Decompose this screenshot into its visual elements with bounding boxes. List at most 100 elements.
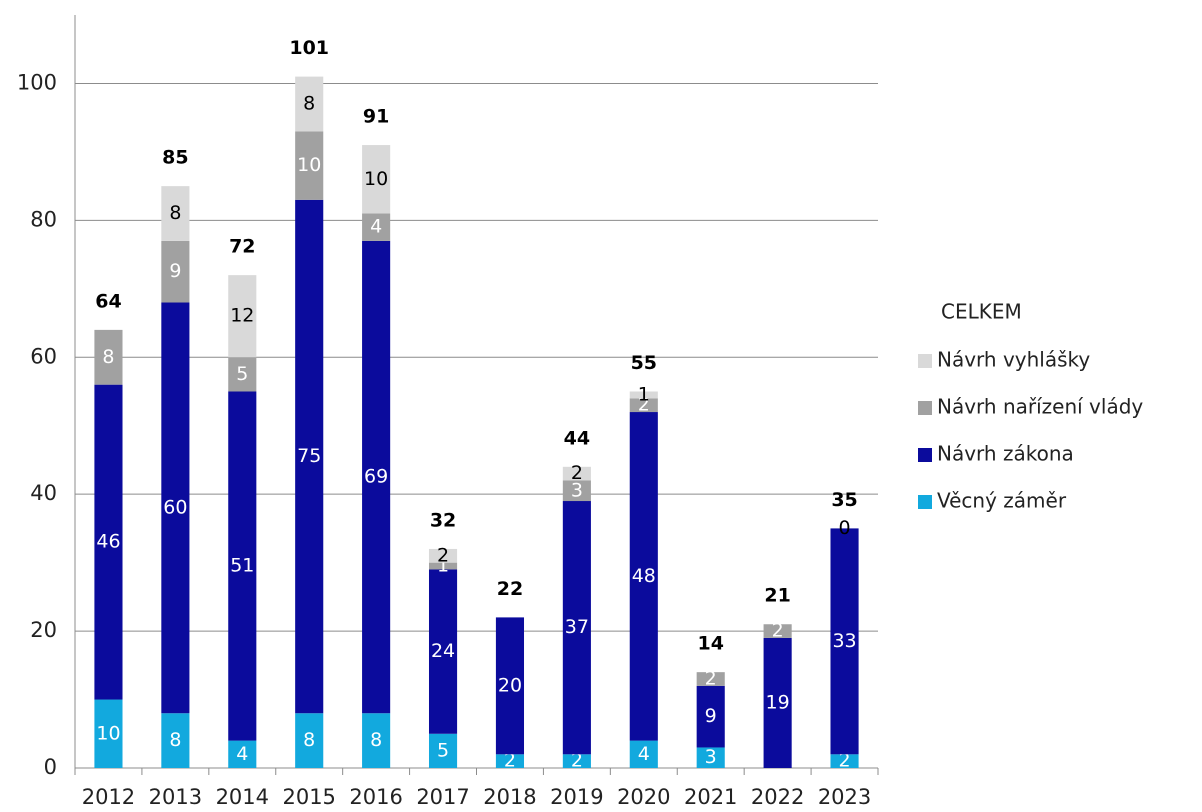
segment-label: 5	[236, 363, 248, 385]
bar-segment	[295, 713, 324, 768]
bar-segment	[830, 528, 859, 755]
segment-label: 75	[297, 445, 321, 467]
bar-segment	[428, 562, 458, 570]
bar-segment	[295, 131, 324, 200]
legend-swatch	[918, 495, 932, 509]
bar-segment	[696, 672, 725, 686]
x-tick-label: 2021	[684, 785, 737, 809]
y-tick-label: 0	[44, 755, 57, 779]
segment-label: 2	[437, 544, 449, 566]
x-tick-label: 2016	[349, 785, 402, 809]
segment-label: 60	[163, 496, 187, 518]
bar-segment	[362, 213, 391, 241]
segment-label: 37	[565, 616, 589, 638]
segment-label: 8	[169, 202, 181, 224]
bar-segment	[830, 754, 859, 768]
legend-label: Návrh zákona	[937, 442, 1074, 466]
segment-label: 8	[169, 729, 181, 751]
bar-segment	[362, 240, 391, 714]
x-tick-label: 2022	[751, 785, 804, 809]
segment-label: 10	[96, 722, 120, 744]
segment-label: 20	[498, 674, 522, 696]
total-label: 85	[162, 147, 188, 169]
x-tick-label: 2012	[82, 785, 135, 809]
legend-swatch	[918, 401, 932, 415]
segment-label: 9	[169, 260, 181, 282]
segment-label: 48	[632, 565, 656, 587]
bar-segment	[161, 240, 190, 303]
bar-segment	[228, 275, 257, 358]
segment-label: 2	[571, 462, 583, 484]
segment-label: 46	[96, 531, 120, 553]
bar-segment	[629, 398, 658, 413]
bar-segment	[295, 199, 324, 714]
segment-label: 8	[303, 729, 315, 751]
bar-segment	[362, 145, 391, 214]
x-tick-label: 2023	[818, 785, 871, 809]
segment-label: 4	[236, 743, 248, 765]
bar-segment	[763, 624, 792, 638]
segment-label: 2	[772, 620, 784, 642]
total-label: 14	[697, 633, 723, 655]
legend-label: CELKEM	[941, 300, 1022, 324]
total-label: 22	[497, 578, 523, 600]
total-label: 55	[631, 352, 657, 374]
bar-segment	[562, 754, 591, 768]
segment-label: 9	[705, 705, 717, 727]
segment-label: 4	[638, 743, 650, 765]
total-label: 35	[831, 489, 857, 511]
segment-label: 2	[638, 394, 650, 416]
x-tick-label: 2018	[483, 785, 536, 809]
y-tick-label: 60	[30, 344, 57, 368]
bar-segment	[696, 747, 725, 768]
y-tick-label: 80	[30, 207, 57, 231]
legend-label: Věcný záměr	[937, 489, 1067, 513]
segment-label: 2	[838, 750, 850, 772]
bar-segment	[228, 357, 257, 392]
bar-segment	[94, 384, 123, 700]
bar-segment	[428, 569, 458, 734]
x-tick-label: 2013	[149, 785, 202, 809]
segment-label: 24	[431, 640, 455, 662]
x-tick-label: 2019	[550, 785, 603, 809]
segment-label: 3	[705, 746, 717, 768]
segment-label: 2	[705, 668, 717, 690]
segment-label: 0	[838, 517, 850, 539]
x-tick-label: 2014	[216, 785, 269, 809]
bar-segment	[228, 740, 257, 768]
y-tick-label: 100	[17, 70, 57, 94]
bar-segment	[161, 713, 190, 768]
legend-swatch	[918, 354, 932, 368]
bar-segment	[495, 617, 525, 755]
legend-label: Návrh nařízení vlády	[937, 395, 1143, 419]
total-label: 32	[430, 509, 456, 531]
total-label: 72	[229, 236, 255, 258]
segment-label: 4	[370, 216, 382, 238]
segment-label: 8	[102, 346, 114, 368]
segment-label: 19	[766, 691, 790, 713]
segment-label: 1	[638, 383, 650, 405]
segment-label: 12	[230, 305, 254, 327]
bar-segment	[562, 480, 591, 502]
legend-label: Návrh vyhlášky	[937, 348, 1090, 372]
bar-segment	[562, 501, 591, 755]
y-tick-label: 20	[30, 618, 57, 642]
total-label: 64	[95, 290, 121, 312]
segment-label: 2	[571, 750, 583, 772]
segment-label: 51	[230, 555, 254, 577]
x-tick-label: 2020	[617, 785, 670, 809]
bar-segment	[428, 548, 458, 563]
segment-label: 33	[832, 630, 856, 652]
total-label: 101	[289, 37, 329, 59]
bar-segment	[428, 733, 458, 768]
bar-segment	[362, 713, 391, 768]
bar-segment	[629, 391, 658, 399]
segment-label: 8	[370, 729, 382, 751]
bar-segment	[696, 685, 725, 748]
segment-label: 8	[303, 92, 315, 114]
bar-segment	[495, 754, 525, 768]
total-label: 44	[564, 427, 590, 449]
x-tick-label: 2015	[282, 785, 335, 809]
bar-segment	[562, 466, 591, 481]
